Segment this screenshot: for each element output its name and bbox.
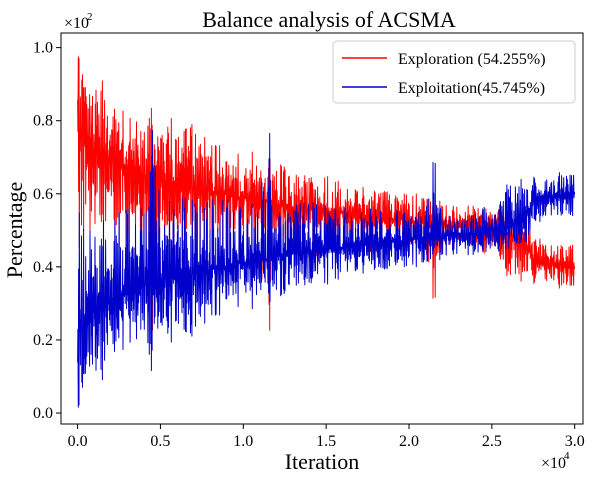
legend-frame [332, 40, 576, 104]
x-tick-label: 2.0 [399, 433, 419, 450]
legend-label-exploitation: Exploitation(45.745%) [398, 80, 545, 97]
plot-area [60, 32, 584, 425]
x-tick-label: 0.5 [150, 433, 170, 450]
x-tick-label: 1.0 [233, 433, 253, 450]
x-axis-label: Iteration [285, 449, 360, 474]
series-line-exploration [77, 56, 576, 331]
series-line-exploitation [77, 130, 576, 408]
plot-frame [60, 32, 584, 425]
svg-text:2: 2 [87, 11, 93, 23]
y-multiplier: ×10 2 [64, 11, 93, 32]
x-tick-label: 3.0 [565, 433, 585, 450]
x-tick-label: 0.0 [68, 433, 88, 450]
legend-label-exploration: Exploration (54.255%) [398, 51, 546, 68]
x-tick-label: 1.5 [316, 433, 336, 450]
y-axis-label: Percentage [2, 182, 27, 279]
x-tick-label: 2.5 [482, 433, 502, 450]
y-tick-label: 0.0 [33, 405, 53, 422]
x-multiplier: ×10 4 [541, 450, 570, 472]
svg-text:×10: ×10 [541, 455, 566, 472]
svg-text:×10: ×10 [64, 15, 89, 32]
y-tick-label: 0.4 [33, 259, 53, 276]
x-axis-ticks: 0.0 0.5 1.0 1.5 2.0 2.5 3.0 [68, 424, 585, 450]
y-tick-label: 1.0 [33, 40, 53, 57]
y-tick-label: 0.8 [33, 113, 53, 130]
y-tick-label: 0.6 [33, 186, 53, 203]
y-tick-label: 0.2 [33, 332, 53, 349]
chart-title: Balance analysis of ACSMA [202, 7, 456, 32]
series-layer [77, 56, 576, 408]
y-axis-ticks: 0.0 0.2 0.4 0.6 0.8 1.0 [33, 40, 61, 422]
legend: Exploration (54.255%) Exploitation(45.74… [332, 40, 576, 104]
svg-text:4: 4 [564, 450, 570, 462]
